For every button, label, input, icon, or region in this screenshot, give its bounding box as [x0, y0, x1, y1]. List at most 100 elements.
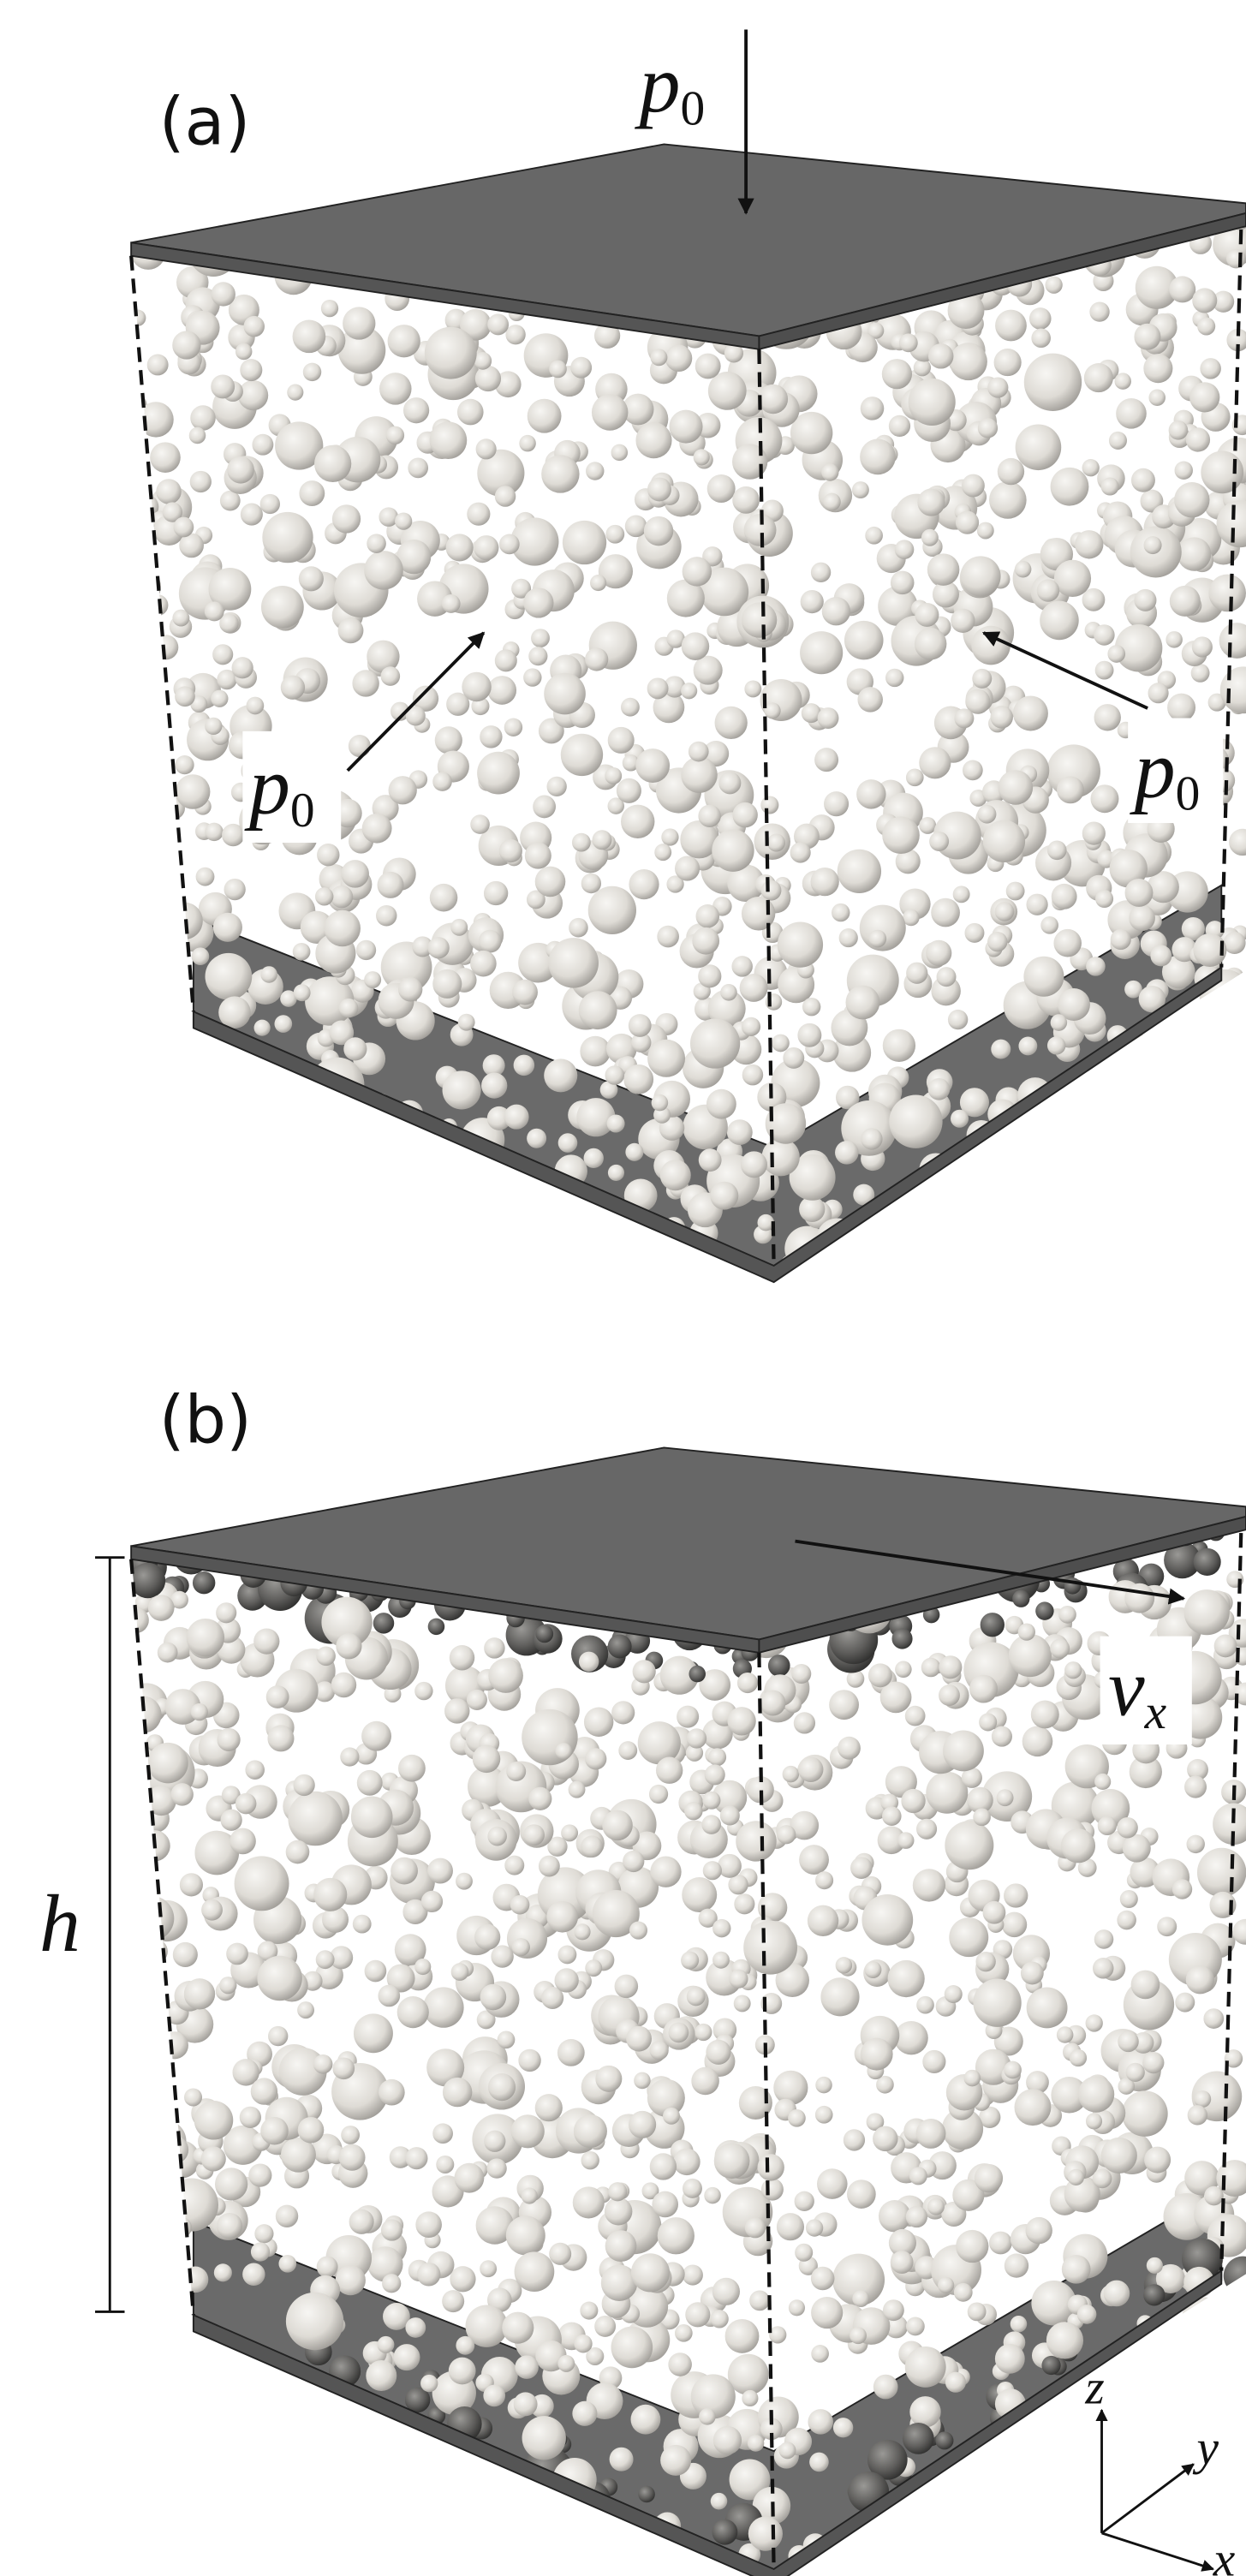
particle [463, 1179, 486, 1202]
particle [660, 2445, 691, 2476]
particle [1117, 1817, 1138, 1839]
particle [211, 690, 228, 707]
particle [155, 2513, 195, 2554]
particle [1169, 420, 1189, 440]
particle [650, 349, 667, 366]
particle [777, 2213, 804, 2240]
particle [214, 2263, 232, 2281]
particle [1116, 398, 1147, 429]
particle [652, 1094, 669, 1112]
particle [287, 385, 303, 401]
particle [128, 1880, 152, 1903]
particle [1216, 2444, 1238, 2466]
particle [280, 1252, 324, 1296]
particle [496, 1209, 518, 1231]
particle [1040, 601, 1079, 641]
particle [732, 486, 760, 514]
particle [1142, 1236, 1163, 1257]
particle [535, 2094, 563, 2121]
particle [253, 1628, 279, 1654]
particle [1082, 588, 1106, 611]
particle [441, 1160, 484, 1202]
particle [124, 395, 142, 413]
particle [646, 2567, 680, 2576]
particle [1231, 1051, 1246, 1067]
particle [971, 626, 1011, 665]
particle [847, 2179, 876, 2209]
particle [1031, 1700, 1059, 1728]
particle [190, 471, 212, 492]
particle [1082, 822, 1106, 845]
particle [122, 629, 151, 658]
particle [379, 2079, 405, 2106]
particle [126, 2310, 152, 2335]
particle [954, 2283, 973, 2302]
particle [980, 2453, 1016, 2490]
particle [1197, 317, 1215, 335]
particle [1205, 1142, 1225, 1163]
particle [117, 2245, 164, 2291]
particle [713, 2426, 742, 2454]
particle [283, 1150, 301, 1168]
particle [941, 1202, 960, 1220]
particle [1142, 2052, 1164, 2073]
particle [1192, 1123, 1209, 1140]
particle [539, 1856, 560, 1877]
particle [190, 1273, 210, 1292]
particle [489, 1255, 542, 1308]
particle [945, 2571, 971, 2576]
particle [977, 522, 994, 540]
particle [652, 2191, 678, 2218]
particle [257, 1956, 301, 2001]
particle [727, 1119, 753, 1145]
particle [698, 964, 721, 987]
particle [432, 969, 462, 999]
particle [852, 481, 869, 498]
particle [1211, 1176, 1246, 1211]
particle [398, 977, 422, 1001]
particle [1086, 2113, 1102, 2129]
particle [1079, 1089, 1097, 1107]
particle [814, 748, 838, 772]
symbol: p [635, 39, 681, 129]
particle [359, 1142, 377, 1160]
particle [337, 2415, 384, 2461]
particle [294, 984, 311, 1001]
particle [549, 2243, 571, 2265]
particle [689, 1666, 706, 1683]
particle [386, 1242, 408, 1264]
particle [1040, 916, 1058, 934]
particle [757, 2154, 784, 2180]
particle [891, 571, 915, 595]
particle [942, 2569, 959, 2576]
particle [495, 649, 517, 671]
particle [617, 1255, 653, 1291]
particle [142, 988, 160, 1006]
particle [173, 1942, 198, 1967]
particle [450, 2508, 478, 2537]
particle [379, 1115, 396, 1132]
particle [134, 2570, 156, 2576]
particle [470, 951, 497, 977]
particle [590, 575, 606, 591]
particle [1054, 560, 1091, 597]
particle [268, 2026, 288, 2046]
particle [443, 1070, 481, 1109]
particle [629, 2111, 656, 2138]
particle [148, 1595, 175, 1621]
particle [405, 2147, 427, 2169]
particle [499, 1186, 546, 1233]
particle [741, 1151, 767, 1178]
particle [629, 1014, 652, 1037]
particle [650, 2041, 669, 2060]
particle [760, 796, 778, 814]
particle [795, 2191, 814, 2211]
particle [779, 2442, 796, 2459]
particle [791, 1664, 811, 1684]
particle [995, 310, 1027, 342]
particle [1123, 1834, 1151, 1863]
particle [110, 1119, 158, 1168]
particle [1122, 2090, 1168, 2137]
particle [201, 2146, 226, 2171]
particle [975, 2164, 1003, 2192]
